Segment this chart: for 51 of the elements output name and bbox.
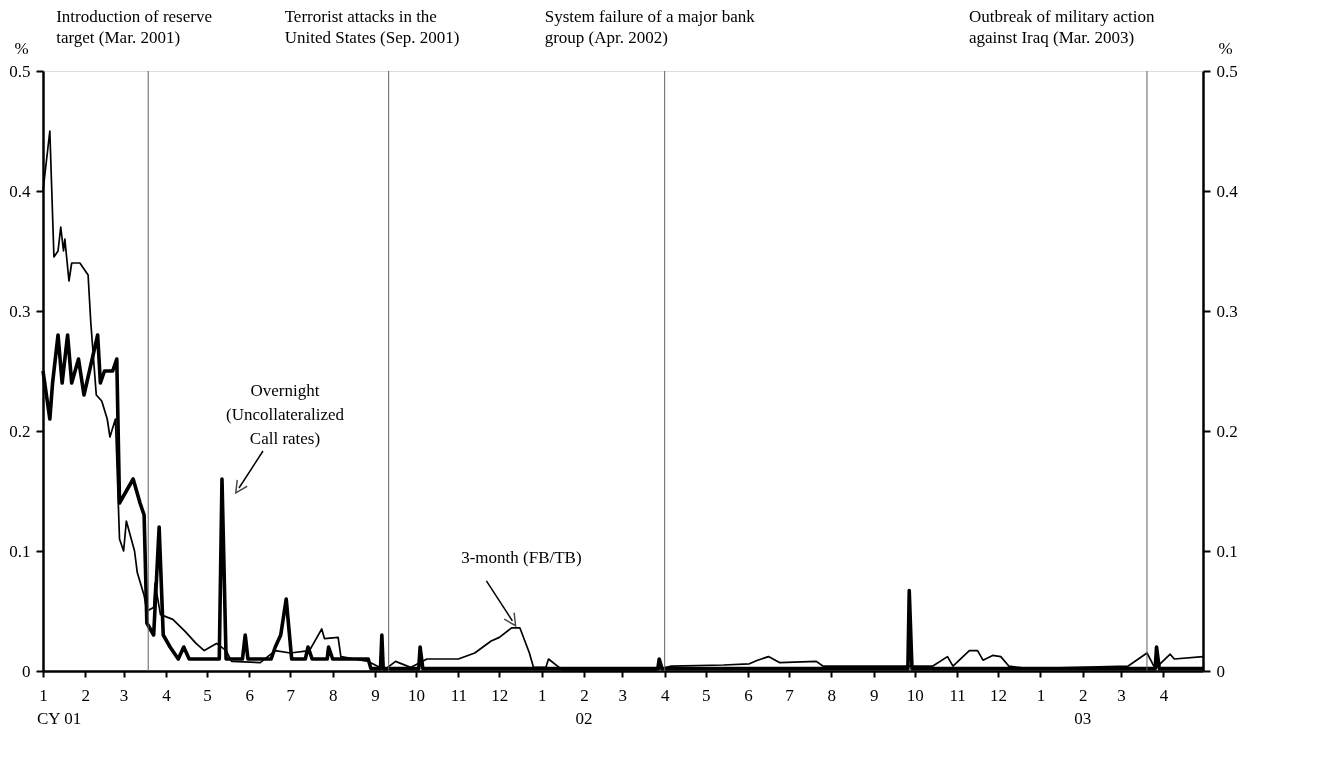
x-tick-label: 1 <box>39 685 48 705</box>
ref-line-label: System failure of a major bank group (Apr. 2002) <box>544 7 756 47</box>
text: CY 01 <box>37 709 82 728</box>
annotation: 3-month (FB/TB) <box>461 547 582 567</box>
x-tick-label: 3 <box>1117 685 1126 705</box>
x-tick-label: 1 <box>1036 685 1046 705</box>
annotation: Overnight (Uncollateralized Call rates) <box>225 381 345 448</box>
y2-tick-label: 0.4 <box>1216 181 1239 201</box>
x-tick-label: 2 <box>1079 685 1088 705</box>
x-tick-label: 5 <box>701 685 711 705</box>
x-tick-label: 9 <box>371 685 380 705</box>
x-tick-label: 4 <box>1159 685 1169 705</box>
y2-tick-label: 0.2 <box>1216 421 1238 441</box>
ref-line-label: Terrorist attacks in the United States (Sep. 2001) <box>284 7 460 47</box>
x-tick-label: 4 <box>660 685 670 705</box>
x-tick-label: 10 <box>408 685 425 705</box>
y-tick-label: 0.5 <box>9 61 31 81</box>
ref-line-label: Introduction of reserve target (Mar. 2001) <box>56 7 212 47</box>
x-tick-label: 7 <box>785 685 795 705</box>
x-tick-label: 8 <box>328 685 338 705</box>
y2-tick-label: 0.1 <box>1216 541 1238 561</box>
x-tick-label: 11 <box>450 685 468 705</box>
y2-tick-label: 0.5 <box>1216 61 1238 81</box>
x-tick-label: 12 <box>990 685 1008 705</box>
x-tick-label: 8 <box>827 685 837 705</box>
x-tick-label: 2 <box>81 685 91 705</box>
y-tick-label: 0 <box>22 661 31 681</box>
x-tick-label: 5 <box>203 685 212 705</box>
x-tick-label: 2 <box>580 685 589 705</box>
x-tick-label: 3 <box>618 685 628 705</box>
text: 02 <box>575 709 593 728</box>
y-tick-label: 0.2 <box>9 421 31 441</box>
x-tick-label: 10 <box>906 685 924 705</box>
x-tick-label: 3 <box>119 685 129 705</box>
x-tick-label: 12 <box>491 685 509 705</box>
y-axis-title: % <box>14 38 29 58</box>
x-tick-label: 11 <box>949 685 966 705</box>
y2-tick-label: 0 <box>1216 661 1225 681</box>
y-tick-label: 0.4 <box>9 181 31 201</box>
x-tick-label: 1 <box>537 685 547 705</box>
x-tick-label: 4 <box>162 685 172 705</box>
y2-tick-label: 0.3 <box>1216 301 1238 321</box>
x-tick-label: 6 <box>744 685 753 705</box>
x-tick-label: 7 <box>286 685 296 705</box>
text: 03 <box>1074 709 1092 728</box>
x-tick-label: 6 <box>245 685 255 705</box>
x-tick-label: 9 <box>869 685 879 705</box>
y-tick-label: 0.1 <box>9 541 31 561</box>
ref-line-label: Outbreak of military action against Iraq (Mar. 2003) <box>969 7 1156 47</box>
y2-axis-title: % <box>1218 38 1233 58</box>
y-tick-label: 0.3 <box>9 301 31 321</box>
